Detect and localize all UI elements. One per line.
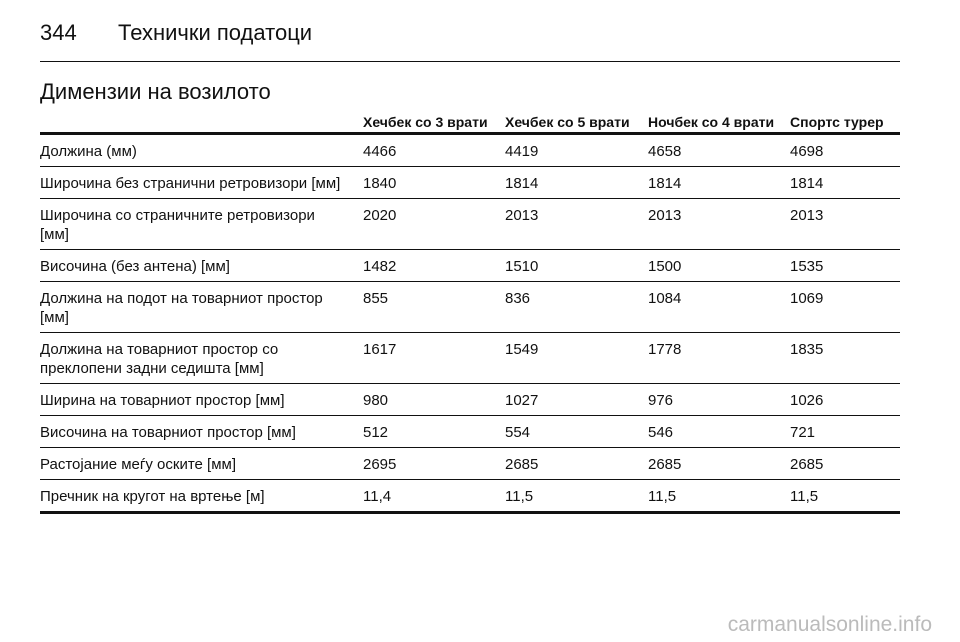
- cell-value: 2695: [363, 456, 397, 473]
- cell-value: 1069: [790, 290, 824, 307]
- row-label: [мм]: [40, 226, 69, 243]
- cell-value: 2013: [505, 207, 539, 224]
- cell-value: 11,5: [505, 488, 534, 505]
- cell-value: 2020: [363, 207, 397, 224]
- row-rule: [40, 447, 900, 448]
- cell-value: 1814: [790, 175, 824, 192]
- row-label: [мм]: [40, 309, 69, 326]
- cell-value: 1617: [363, 341, 397, 358]
- cell-value: 836: [505, 290, 531, 307]
- cell-value: 1026: [790, 392, 824, 409]
- row-rule: [40, 281, 900, 282]
- row-rule: [40, 479, 900, 480]
- cell-value: 976: [648, 392, 674, 409]
- row-label: Должина (мм): [40, 143, 137, 160]
- cell-value: 4698: [790, 143, 824, 160]
- table-top-rule: [40, 132, 900, 135]
- cell-value: 1549: [505, 341, 539, 358]
- row-label: Растојание меѓу оските [мм]: [40, 456, 236, 473]
- row-label: преклопени задни седишта [мм]: [40, 360, 264, 377]
- cell-value: 4466: [363, 143, 397, 160]
- header-rule: [40, 61, 900, 62]
- watermark: carmanualsonline.info: [727, 613, 932, 636]
- cell-value: 2013: [790, 207, 824, 224]
- section-title: Димензии на возилото: [40, 79, 271, 104]
- row-label: Должина на подот на товарниот простор: [40, 290, 323, 307]
- page-title: Технички податоци: [118, 20, 313, 45]
- cell-value: 546: [648, 424, 674, 441]
- cell-value: 1510: [505, 258, 539, 275]
- row-rule: [40, 198, 900, 199]
- cell-value: 11,4: [363, 488, 392, 505]
- cell-value: 554: [505, 424, 531, 441]
- cell-value: 512: [363, 424, 389, 441]
- cell-value: 2013: [648, 207, 682, 224]
- column-header: Ночбек со 4 врати: [648, 114, 775, 130]
- row-rule: [40, 383, 900, 384]
- page-number: 344: [40, 20, 77, 45]
- cell-value: 4419: [505, 143, 539, 160]
- cell-value: 1027: [505, 392, 539, 409]
- cell-value: 1814: [648, 175, 682, 192]
- cell-value: 1814: [505, 175, 539, 192]
- cell-value: 11,5: [648, 488, 677, 505]
- row-label: Широчина без странични ретровизори [мм]: [40, 175, 341, 192]
- row-label: Височина на товарниот простор [мм]: [40, 424, 296, 441]
- column-header: Спортс турер: [790, 114, 884, 130]
- cell-value: 980: [363, 392, 389, 409]
- row-rule: [40, 249, 900, 250]
- cell-value: 11,5: [790, 488, 819, 505]
- column-header: Хечбек со 3 врати: [363, 114, 488, 130]
- cell-value: 1835: [790, 341, 824, 358]
- cell-value: 855: [363, 290, 389, 307]
- cell-value: 1778: [648, 341, 682, 358]
- cell-value: 2685: [790, 456, 824, 473]
- cell-value: 2685: [505, 456, 539, 473]
- row-label: Ширина на товарниот простор [мм]: [40, 392, 285, 409]
- column-header: Хечбек со 5 врати: [505, 114, 630, 130]
- cell-value: 4658: [648, 143, 682, 160]
- cell-value: 2685: [648, 456, 682, 473]
- table-bottom-rule: [40, 511, 900, 514]
- cell-value: 1500: [648, 258, 682, 275]
- cell-value: 1535: [790, 258, 824, 275]
- row-label: Широчина со страничните ретровизори: [40, 207, 315, 224]
- row-rule: [40, 166, 900, 167]
- cell-value: 721: [790, 424, 816, 441]
- row-label: Пречник на кругот на вртење [м]: [40, 488, 265, 505]
- cell-value: 1084: [648, 290, 682, 307]
- row-label: Височина (без антена) [мм]: [40, 258, 230, 275]
- cell-value: 1482: [363, 258, 397, 275]
- cell-value: 1840: [363, 175, 397, 192]
- row-rule: [40, 332, 900, 333]
- row-label: Должина на товарниот простор со: [40, 341, 279, 358]
- row-rule: [40, 415, 900, 416]
